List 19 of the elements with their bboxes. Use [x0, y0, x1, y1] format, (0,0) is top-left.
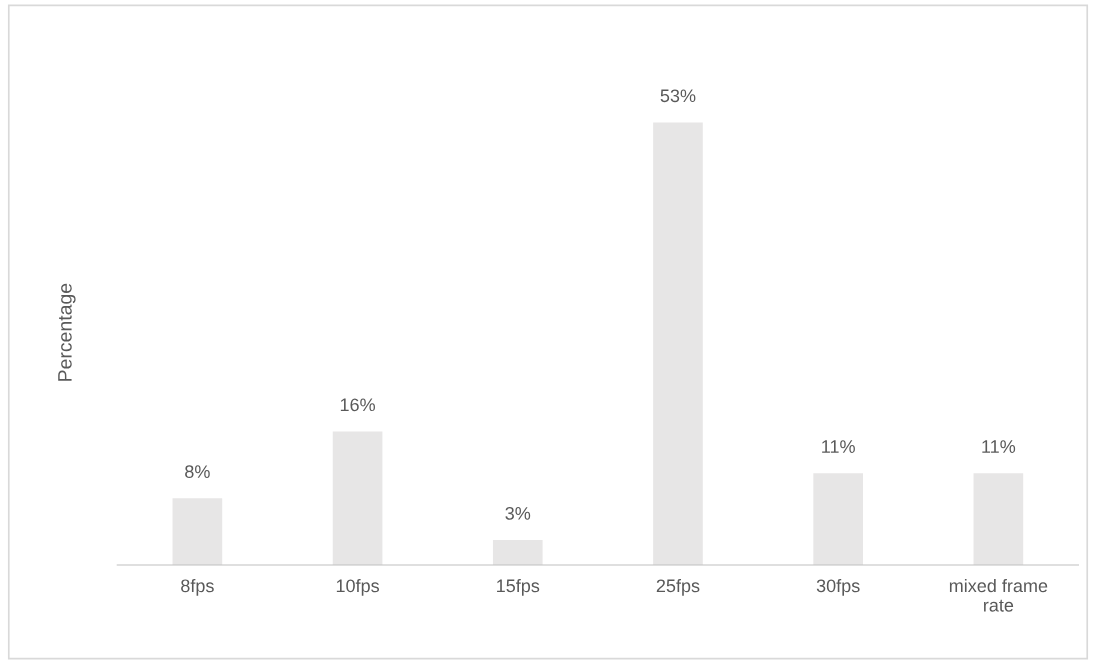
- data-label: 11%: [822, 440, 855, 453]
- x-tick-label: 30fps: [816, 578, 860, 596]
- bar: [172, 498, 223, 566]
- bar: [492, 540, 543, 566]
- x-tick-label: 15fps: [497, 578, 540, 596]
- data-label: 53%: [660, 89, 696, 103]
- x-tick-label: 10fps: [336, 578, 379, 596]
- bar: [973, 473, 1024, 566]
- x-tick-label: 8fps: [181, 578, 214, 596]
- data-label: 11%: [982, 440, 1016, 453]
- bar: [653, 122, 703, 566]
- bar: [332, 431, 383, 566]
- x-tick-label: mixed frame rate: [949, 578, 1048, 612]
- x-tick-label: 25fps: [656, 578, 700, 596]
- data-label: 3%: [505, 506, 531, 520]
- y-axis-title: Percentage: [58, 283, 76, 381]
- bar: [813, 473, 863, 566]
- data-label: 16%: [340, 398, 375, 412]
- data-label: 8%: [185, 465, 210, 479]
